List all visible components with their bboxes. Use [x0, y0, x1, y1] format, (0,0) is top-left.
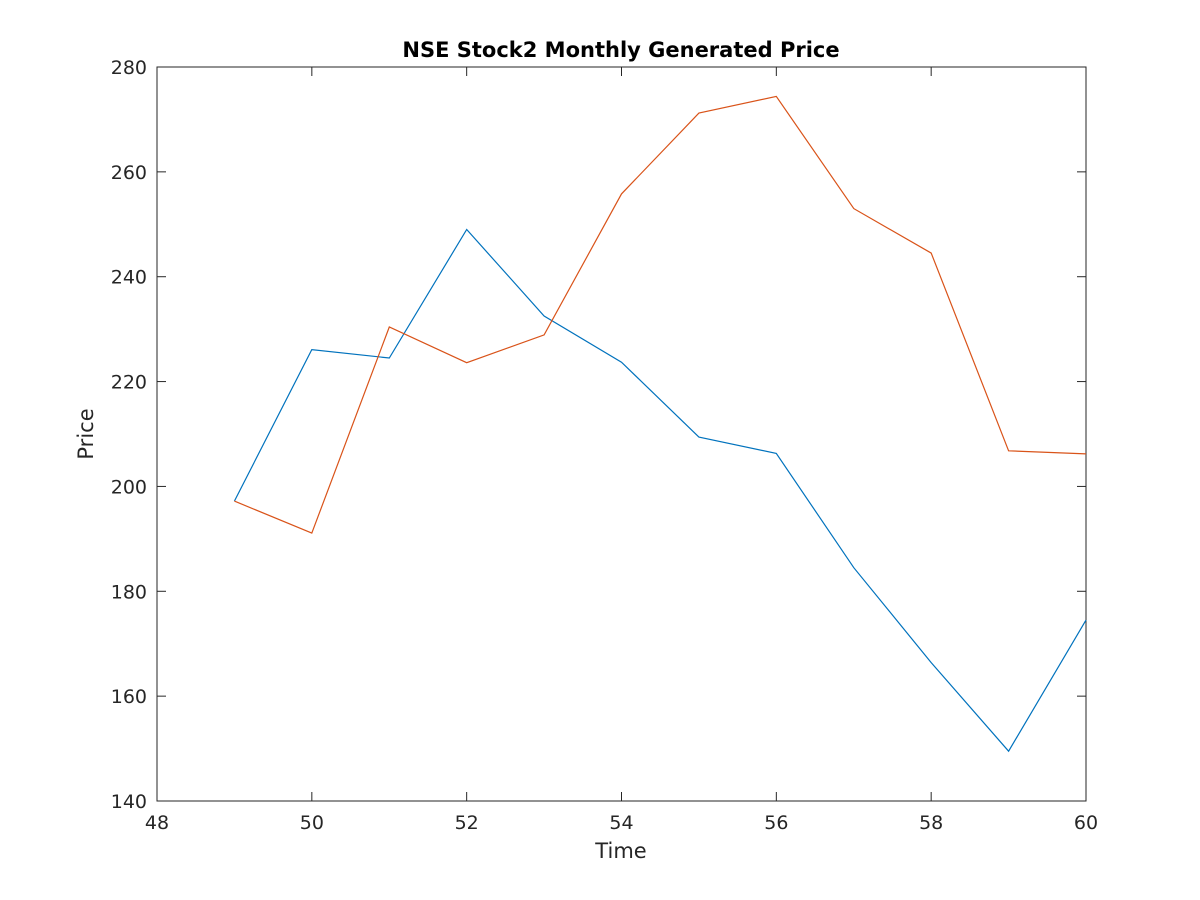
plot-area: 48 50 52 54 56 58 60 140 160 180 200 220 240 260 280: [111, 57, 1098, 834]
y-tick-label: 140: [111, 791, 147, 813]
y-axis-label: Price: [74, 408, 98, 459]
x-tick-label: 48: [145, 812, 169, 834]
chart-title: NSE Stock2 Monthly Generated Price: [402, 38, 839, 62]
y-tick-label: 280: [111, 57, 147, 79]
x-tick-label: 50: [300, 812, 324, 834]
y-tick-label: 260: [111, 162, 147, 184]
x-tick-label: 56: [764, 812, 788, 834]
y-tick-label: 160: [111, 686, 147, 708]
x-tick-label: 52: [455, 812, 479, 834]
y-tick-label: 220: [111, 372, 147, 394]
series-line-2: [234, 95, 1087, 534]
x-tick-label: 60: [1074, 812, 1098, 834]
x-tick-label: 58: [919, 812, 943, 834]
x-axis-label: Time: [594, 839, 646, 863]
x-tick-label: 54: [609, 812, 633, 834]
y-tick-label: 180: [111, 581, 147, 603]
series-line-1: [233, 228, 1087, 753]
axes-box: [156, 66, 1087, 802]
y-tick-label: 200: [111, 476, 147, 498]
y-tick-label: 240: [111, 267, 147, 289]
